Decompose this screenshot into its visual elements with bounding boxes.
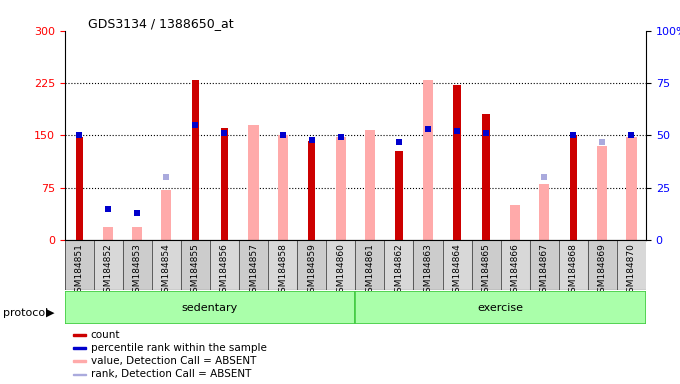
Bar xyxy=(73,348,86,349)
Bar xyxy=(336,137,346,240)
Bar xyxy=(248,125,258,240)
Bar xyxy=(94,240,122,290)
Bar xyxy=(73,361,86,362)
Text: GSM184869: GSM184869 xyxy=(598,243,607,298)
Text: GSM184862: GSM184862 xyxy=(394,243,403,298)
Text: GSM184865: GSM184865 xyxy=(481,243,490,298)
Text: GSM184868: GSM184868 xyxy=(569,243,578,298)
FancyBboxPatch shape xyxy=(65,291,355,324)
Text: GSM184866: GSM184866 xyxy=(511,243,520,298)
Bar xyxy=(65,240,94,290)
Text: GSM184857: GSM184857 xyxy=(249,243,258,298)
Bar xyxy=(161,190,171,240)
Text: GSM184853: GSM184853 xyxy=(133,243,141,298)
Bar xyxy=(472,240,500,290)
Bar xyxy=(559,240,588,290)
Bar xyxy=(122,240,152,290)
Text: GSM184852: GSM184852 xyxy=(104,243,113,298)
Bar xyxy=(539,184,549,240)
Text: GSM184864: GSM184864 xyxy=(453,243,462,298)
Text: ▶: ▶ xyxy=(46,308,54,318)
Bar xyxy=(443,240,472,290)
Bar xyxy=(500,240,530,290)
Bar xyxy=(510,205,520,240)
Text: GSM184854: GSM184854 xyxy=(162,243,171,298)
Text: GSM184860: GSM184860 xyxy=(337,243,345,298)
Bar xyxy=(297,240,326,290)
Text: GSM184858: GSM184858 xyxy=(278,243,287,298)
FancyBboxPatch shape xyxy=(355,291,646,324)
Bar xyxy=(73,374,86,376)
Text: GSM184870: GSM184870 xyxy=(627,243,636,298)
Text: GSM184863: GSM184863 xyxy=(424,243,432,298)
Bar xyxy=(239,240,268,290)
Bar xyxy=(395,151,403,240)
Bar xyxy=(75,137,83,240)
Bar xyxy=(483,114,490,240)
Bar xyxy=(617,240,646,290)
Text: sedentary: sedentary xyxy=(182,303,238,313)
Text: GSM184867: GSM184867 xyxy=(540,243,549,298)
Text: GSM184861: GSM184861 xyxy=(365,243,374,298)
Bar xyxy=(132,227,142,240)
Bar xyxy=(326,240,355,290)
Text: GSM184856: GSM184856 xyxy=(220,243,229,298)
Text: GSM184859: GSM184859 xyxy=(307,243,316,298)
Bar xyxy=(210,240,239,290)
Text: percentile rank within the sample: percentile rank within the sample xyxy=(91,343,267,353)
Bar xyxy=(152,240,181,290)
Bar xyxy=(570,136,577,240)
Bar xyxy=(364,131,375,240)
Bar xyxy=(181,240,210,290)
Bar xyxy=(308,141,316,240)
Text: GSM184855: GSM184855 xyxy=(191,243,200,298)
Bar xyxy=(73,334,86,336)
Bar xyxy=(192,79,199,240)
Bar xyxy=(103,227,114,240)
Bar xyxy=(454,85,460,240)
Text: protocol: protocol xyxy=(3,308,49,318)
Bar xyxy=(423,79,433,240)
Bar xyxy=(221,128,228,240)
Text: GSM184851: GSM184851 xyxy=(75,243,84,298)
Bar xyxy=(355,240,384,290)
Text: rank, Detection Call = ABSENT: rank, Detection Call = ABSENT xyxy=(91,369,251,379)
Bar xyxy=(597,146,607,240)
Bar xyxy=(384,240,413,290)
Bar xyxy=(413,240,443,290)
Text: GDS3134 / 1388650_at: GDS3134 / 1388650_at xyxy=(88,17,234,30)
Bar xyxy=(277,136,288,240)
Text: exercise: exercise xyxy=(477,303,524,313)
Bar xyxy=(588,240,617,290)
Text: count: count xyxy=(91,330,120,340)
Bar xyxy=(268,240,297,290)
Bar xyxy=(530,240,559,290)
Bar xyxy=(626,137,636,240)
Text: value, Detection Call = ABSENT: value, Detection Call = ABSENT xyxy=(91,356,256,366)
